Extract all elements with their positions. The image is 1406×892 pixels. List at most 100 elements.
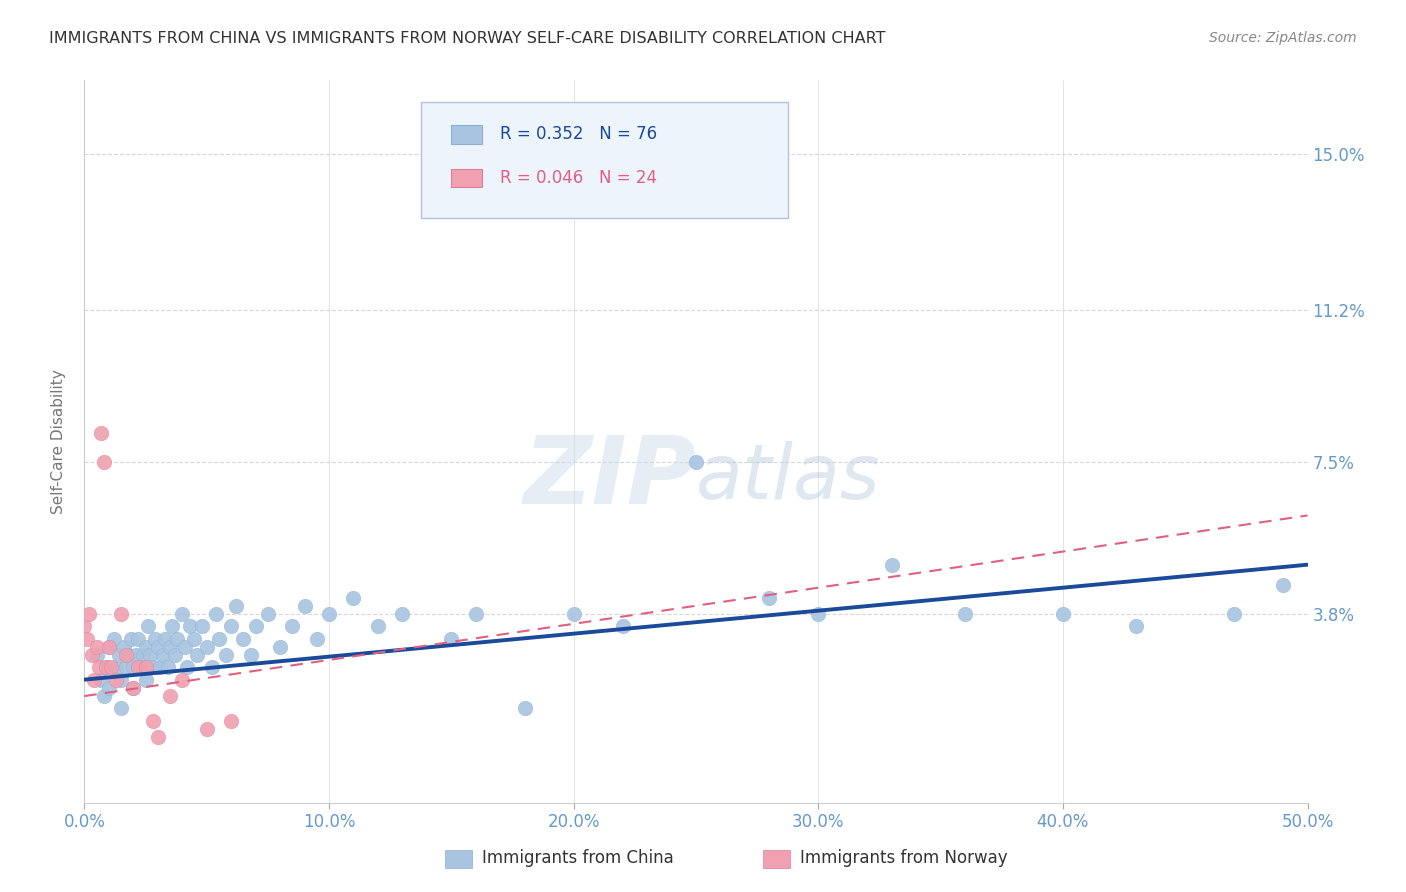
Text: Immigrants from China: Immigrants from China [482,849,673,867]
Point [136,619,159,633]
Point [135,660,157,674]
Point [90,673,112,687]
Point [305,632,328,646]
Point [685,455,707,469]
Point [135,640,157,654]
Point [132,648,155,662]
Point [125,648,148,662]
Point [215,648,238,662]
Point [186,648,208,662]
Point [172,673,194,687]
Point [83,673,105,687]
Point [758,591,780,605]
Text: R = 0.046   N = 24: R = 0.046 N = 24 [501,169,657,186]
Point [97,681,120,695]
Point [97,640,120,654]
Point [107,648,129,662]
Point [342,591,364,605]
Point [294,599,316,613]
Point [318,607,340,621]
Point [122,681,145,695]
Point [807,607,830,621]
Bar [763,850,790,868]
Point [269,640,291,654]
Point [100,660,122,674]
Point [156,660,179,674]
Bar [446,850,472,868]
Point [205,607,228,621]
Point [122,681,145,695]
Point [232,632,254,646]
Point [173,640,195,654]
Point [120,632,142,646]
Point [179,619,201,633]
Point [200,660,222,674]
Point [93,455,115,469]
Point [105,673,128,687]
Point [115,648,138,662]
FancyBboxPatch shape [420,102,787,218]
Text: Immigrants from Norway: Immigrants from Norway [800,849,1008,867]
Bar [451,126,482,144]
Point [129,660,152,674]
Point [105,660,128,674]
Point [391,607,413,621]
Point [513,701,536,715]
Point [880,558,903,572]
Point [77,607,100,621]
Point [1125,619,1147,633]
Point [122,660,145,674]
Point [281,619,304,633]
Point [162,619,184,633]
Point [76,632,98,646]
Point [87,660,110,674]
Text: R = 0.352   N = 76: R = 0.352 N = 76 [501,126,658,144]
Point [86,640,108,654]
Point [146,730,169,744]
Point [440,632,463,646]
Point [127,660,149,674]
Point [97,640,120,654]
Point [195,722,218,736]
Text: atlas: atlas [696,441,880,515]
Point [953,607,976,621]
Point [166,632,188,646]
Point [239,648,262,662]
Point [96,660,118,674]
Point [1272,578,1295,592]
Point [153,632,176,646]
Point [112,640,135,654]
Point [142,714,165,728]
Point [183,632,205,646]
Point [110,701,132,715]
Point [191,619,214,633]
Text: IMMIGRANTS FROM CHINA VS IMMIGRANTS FROM NORWAY SELF-CARE DISABILITY CORRELATION: IMMIGRANTS FROM CHINA VS IMMIGRANTS FROM… [49,31,886,46]
Point [135,673,157,687]
Point [245,619,267,633]
Point [103,632,125,646]
Point [146,640,169,654]
Point [219,619,242,633]
Point [159,640,181,654]
Point [1052,607,1074,621]
Point [464,607,486,621]
Point [93,689,115,703]
Point [117,648,139,662]
Point [172,607,194,621]
Point [257,607,280,621]
Point [367,619,389,633]
Point [110,673,132,687]
Text: ZIP: ZIP [523,432,696,524]
Point [208,632,231,646]
Point [86,648,108,662]
Point [562,607,585,621]
Point [143,632,166,646]
Point [96,660,118,674]
Point [219,714,242,728]
Y-axis label: Self-Care Disability: Self-Care Disability [51,369,66,514]
Point [142,660,165,674]
Point [73,619,96,633]
Point [139,648,162,662]
Text: Source: ZipAtlas.com: Source: ZipAtlas.com [1209,31,1357,45]
Point [176,660,198,674]
